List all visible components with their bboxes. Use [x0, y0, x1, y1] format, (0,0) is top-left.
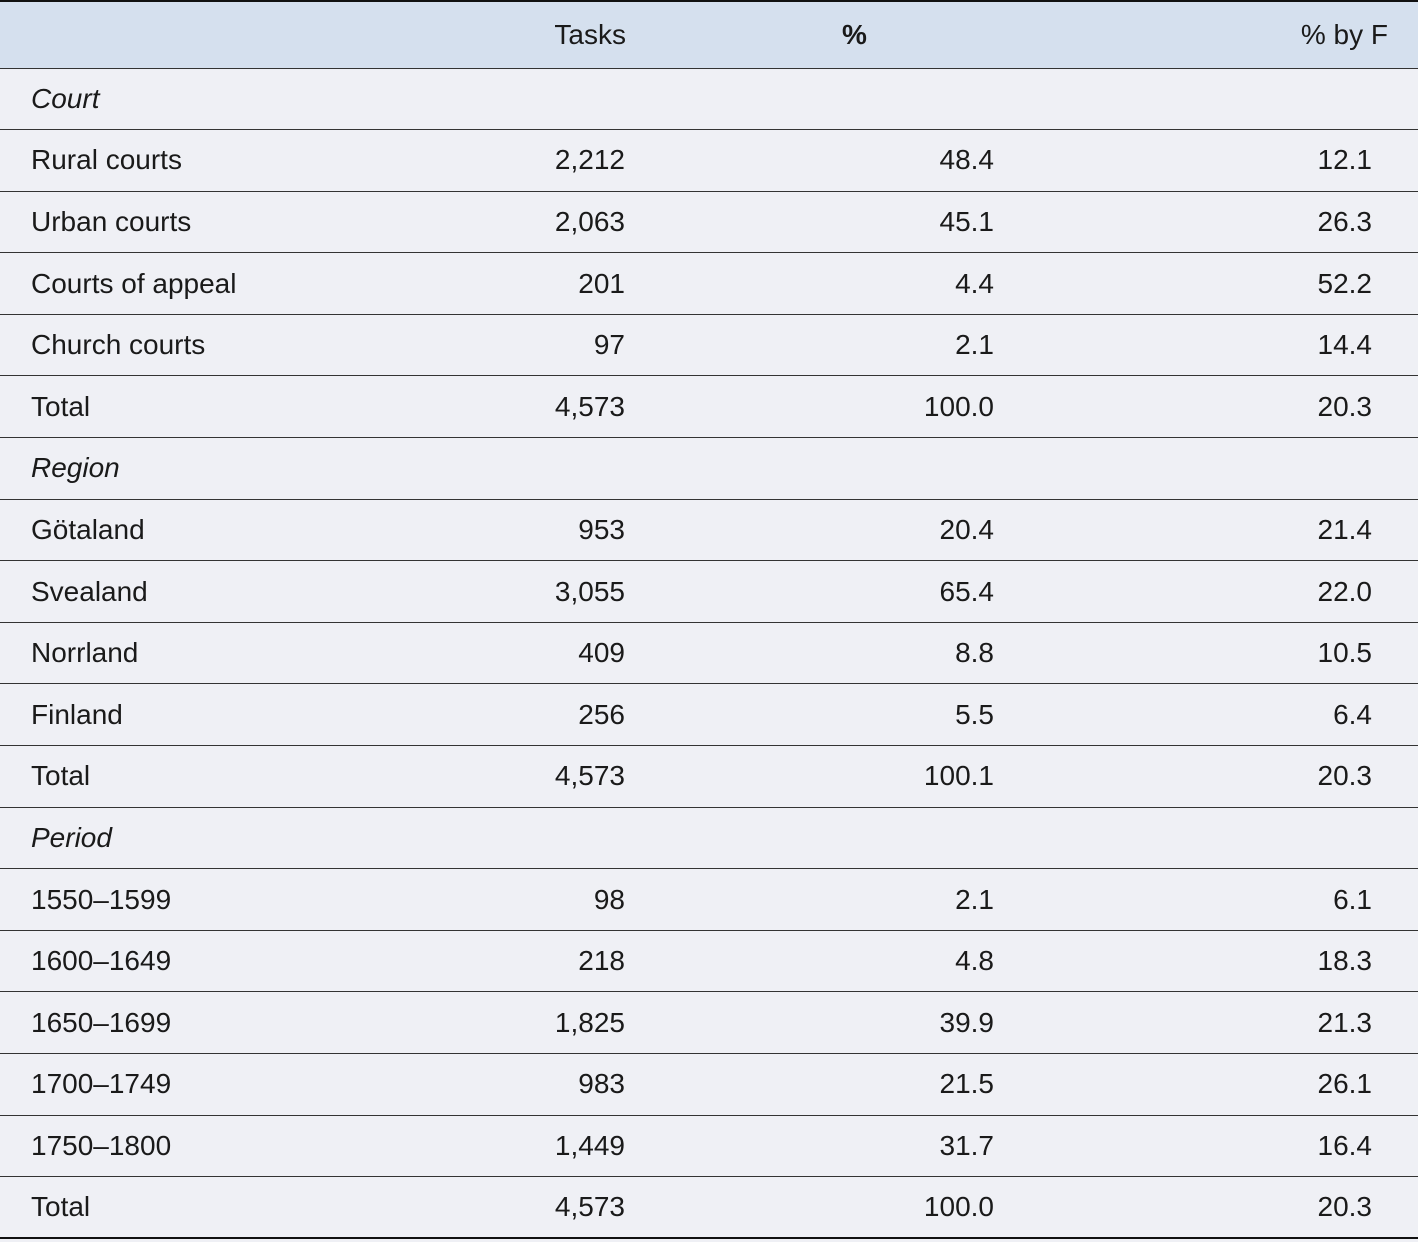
row-label: 1550–1599 — [31, 883, 172, 915]
percent-cell: 20.4 — [939, 513, 995, 545]
percent-cell: 100.1 — [923, 760, 994, 792]
tasks-cell: 201 — [578, 267, 625, 299]
section-row-period: Period — [0, 807, 1418, 869]
tasks-cell: 2,212 — [554, 144, 625, 176]
table-row: 1650–1699 1,825 39.9 21.3 — [0, 992, 1418, 1054]
header-percent: % — [640, 0, 1014, 69]
table-row: Courts of appeal 201 4.4 52.2 — [0, 253, 1418, 315]
tasks-cell: 409 — [578, 637, 625, 669]
percent-by-f-cell: 18.3 — [1317, 945, 1373, 977]
percent-by-f-cell: 26.3 — [1317, 205, 1373, 237]
row-label: Church courts — [31, 329, 206, 361]
table-header: Tasks % % by F — [0, 0, 1418, 69]
percent-by-f-cell: 21.4 — [1317, 513, 1373, 545]
tasks-cell: 98 — [593, 883, 625, 915]
row-label: Svealand — [31, 575, 148, 607]
total-row: Total 4,573 100.1 20.3 — [0, 746, 1418, 808]
tasks-cell: 983 — [578, 1068, 625, 1100]
table-row: Rural courts 2,212 48.4 12.1 — [0, 130, 1418, 192]
table-row: Norrland 409 8.8 10.5 — [0, 622, 1418, 684]
row-label: 1600–1649 — [31, 945, 172, 977]
percent-cell: 65.4 — [939, 575, 995, 607]
tasks-cell: 1,825 — [554, 1006, 625, 1038]
tasks-cell: 97 — [593, 329, 625, 361]
tasks-cell: 2,063 — [554, 205, 625, 237]
percent-by-f-cell: 12.1 — [1317, 144, 1373, 176]
percent-cell: 4.4 — [955, 267, 994, 299]
section-title: Court — [31, 82, 100, 114]
percent-cell: 100.0 — [923, 1191, 994, 1223]
percent-by-f-cell: 26.1 — [1317, 1068, 1373, 1100]
row-label: Rural courts — [31, 144, 182, 176]
tasks-cell: 1,449 — [554, 1129, 625, 1161]
percent-cell: 4.8 — [955, 945, 994, 977]
percent-cell: 8.8 — [955, 637, 994, 669]
total-row: Total 4,573 100.0 20.3 — [0, 376, 1418, 438]
header-tasks: Tasks — [320, 0, 640, 69]
tasks-cell: 218 — [578, 945, 625, 977]
row-label: Götaland — [31, 513, 145, 545]
percent-cell: 2.1 — [955, 329, 994, 361]
row-label: Total — [31, 760, 91, 792]
table-row: Finland 256 5.5 6.4 — [0, 684, 1418, 746]
percent-cell: 100.0 — [923, 390, 994, 422]
percent-by-f-cell: 6.4 — [1333, 698, 1372, 730]
row-label: Courts of appeal — [31, 267, 237, 299]
percent-by-f-cell: 22.0 — [1317, 575, 1373, 607]
tasks-cell: 3,055 — [554, 575, 625, 607]
table-row: 1600–1649 218 4.8 18.3 — [0, 930, 1418, 992]
header-row: Tasks % % by F — [0, 0, 1418, 69]
percent-by-f-cell: 16.4 — [1317, 1129, 1373, 1161]
row-label: Total — [31, 390, 91, 422]
percent-by-f-cell: 20.3 — [1317, 760, 1373, 792]
table-row: 1550–1599 98 2.1 6.1 — [0, 869, 1418, 931]
percent-cell: 48.4 — [939, 144, 995, 176]
percent-by-f-cell: 20.3 — [1317, 390, 1373, 422]
percent-cell: 45.1 — [939, 205, 995, 237]
row-label: 1700–1749 — [31, 1068, 172, 1100]
table-row: Svealand 3,055 65.4 22.0 — [0, 561, 1418, 623]
row-label: 1750–1800 — [31, 1129, 172, 1161]
tasks-cell: 256 — [578, 698, 625, 730]
percent-cell: 21.5 — [939, 1068, 995, 1100]
table-row: Church courts 97 2.1 14.4 — [0, 314, 1418, 376]
section-title: Period — [31, 821, 112, 853]
row-label: Norrland — [31, 637, 139, 669]
section-title: Region — [31, 452, 120, 484]
section-row-region: Region — [0, 438, 1418, 500]
table-body: Court Rural courts 2,212 48.4 12.1 Urban… — [0, 68, 1418, 1239]
percent-cell: 39.9 — [939, 1006, 995, 1038]
percent-by-f-cell: 6.1 — [1333, 883, 1372, 915]
percent-by-f-cell: 21.3 — [1317, 1006, 1373, 1038]
row-label: 1650–1699 — [31, 1006, 172, 1038]
header-empty-cell — [0, 0, 320, 69]
percent-by-f-cell: 10.5 — [1317, 637, 1373, 669]
percent-cell: 5.5 — [955, 698, 994, 730]
tasks-cell: 4,573 — [554, 390, 625, 422]
table-row: 1750–1800 1,449 31.7 16.4 — [0, 1115, 1418, 1177]
tasks-cell: 4,573 — [554, 760, 625, 792]
row-label: Urban courts — [31, 205, 192, 237]
tasks-cell: 4,573 — [554, 1191, 625, 1223]
table-row: Götaland 953 20.4 21.4 — [0, 499, 1418, 561]
row-label: Total — [31, 1191, 91, 1223]
header-percent-by-f: % by F — [1014, 0, 1418, 69]
percent-by-f-cell: 52.2 — [1317, 267, 1373, 299]
table-row: 1700–1749 983 21.5 26.1 — [0, 1054, 1418, 1116]
row-label: Finland — [31, 698, 123, 730]
percent-by-f-cell: 20.3 — [1317, 1191, 1373, 1223]
percent-cell: 2.1 — [955, 883, 994, 915]
tasks-cell: 953 — [578, 513, 625, 545]
total-row: Total 4,573 100.0 20.3 — [0, 1177, 1418, 1239]
percent-by-f-cell: 14.4 — [1317, 329, 1373, 361]
percent-cell: 31.7 — [939, 1129, 995, 1161]
section-row-court: Court — [0, 68, 1418, 130]
table-row: Urban courts 2,063 45.1 26.3 — [0, 191, 1418, 253]
